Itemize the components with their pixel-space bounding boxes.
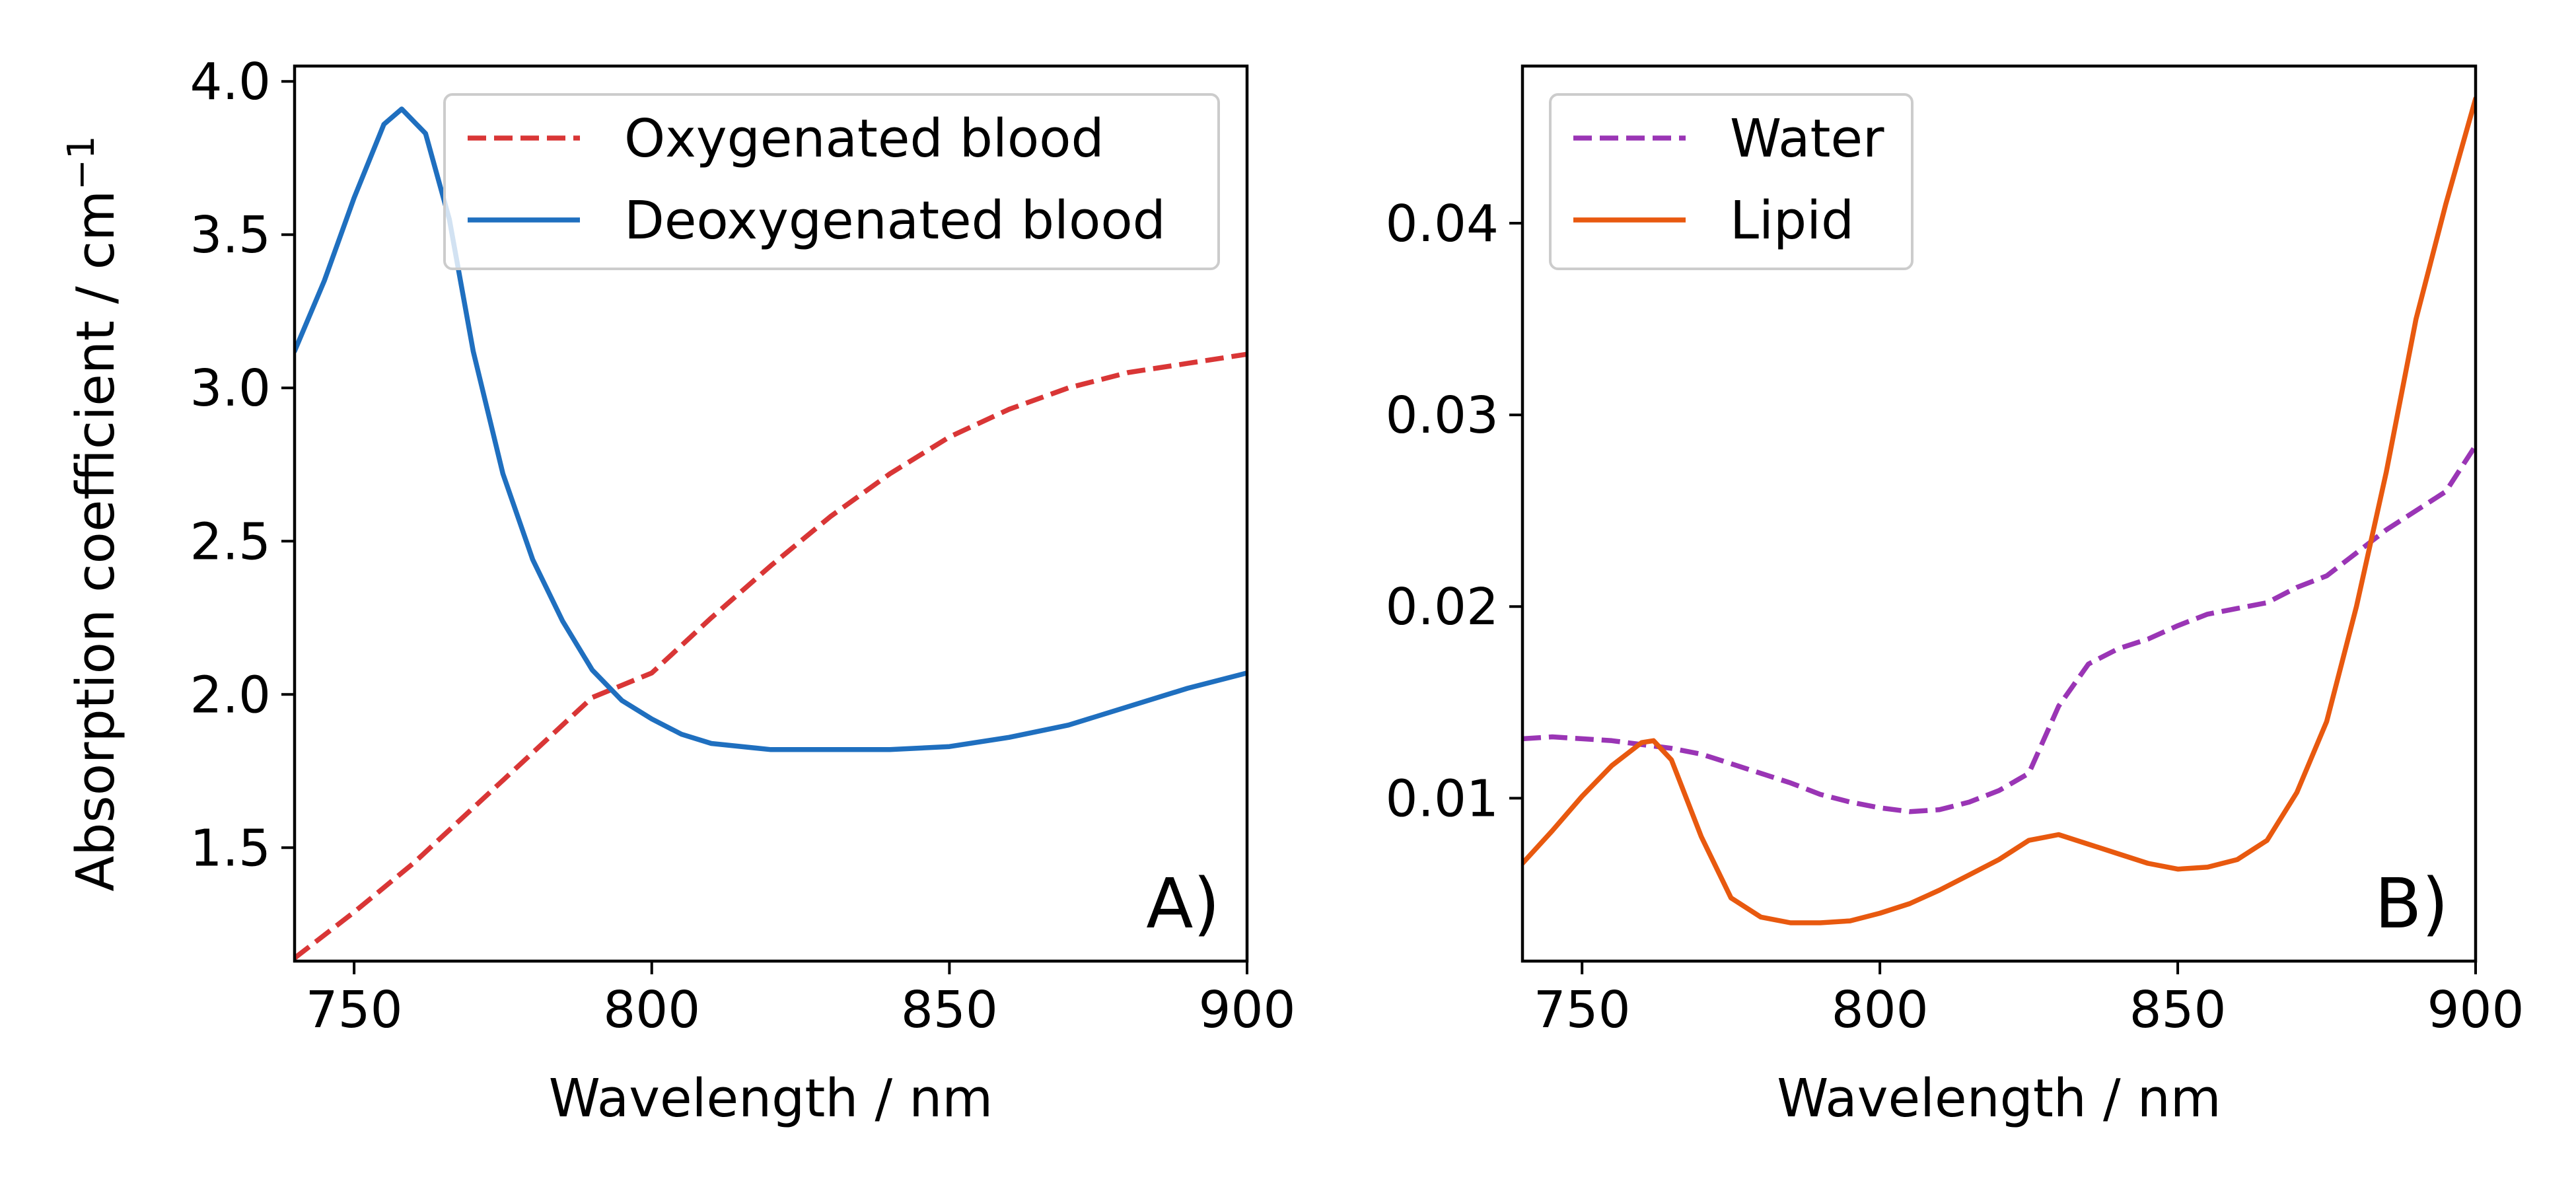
panel-a-y-axis-label: Absorption coefficient / cm−1 xyxy=(60,135,126,891)
panel-a-legend: Oxygenated blood Deoxygenated blood xyxy=(443,93,1220,270)
panel-b-chart: 750 800 850 900 0.01 0.02 0.03 0.04 Wavelength /… xyxy=(1386,64,2524,1129)
panel-b-legend: Water Lipid xyxy=(1549,93,1914,270)
panel-b-panel-tag: B) xyxy=(2375,863,2449,944)
panel-a-legend-box xyxy=(443,93,1220,270)
panel-a-y-tick-label: 3.0 xyxy=(190,359,271,418)
panel-a-x-tick-label: 900 xyxy=(1199,981,1296,1040)
panel-a-x-axis-label: Wavelength / nm xyxy=(549,1068,993,1129)
panel-a-y-tick-label: 1.5 xyxy=(190,819,271,878)
panel-a-y-tick-label: 2.0 xyxy=(190,666,271,725)
panel-b-x-tick-label: 850 xyxy=(2129,981,2227,1040)
panel-a-legend-label: Deoxygenated blood xyxy=(624,190,1166,251)
panel-a-y-axis-label-text: Absorption coefficient / cm xyxy=(65,190,126,892)
panel-a-x-tick-label: 800 xyxy=(603,981,700,1040)
panel-b-series-line-lipid xyxy=(1522,96,2476,925)
panel-b-y-tick-label: 0.02 xyxy=(1386,578,1499,637)
panel-b-series-line-water xyxy=(1522,444,2476,814)
panel-a-series-line-deoxygenated-blood xyxy=(295,106,1247,752)
panel-a-legend-label: Oxygenated blood xyxy=(624,108,1104,169)
panel-a-x-tick-label: 750 xyxy=(306,981,403,1040)
panel-b-x-tick-label: 750 xyxy=(1534,981,1631,1040)
panel-a-y-tick-label: 3.5 xyxy=(190,206,271,265)
panel-a-panel-tag: A) xyxy=(1146,863,1220,944)
panel-b-x-tick-label: 800 xyxy=(1832,981,1929,1040)
panel-b-y-tick-label: 0.04 xyxy=(1386,195,1499,254)
panel-a-series-line-oxygenated-blood xyxy=(295,351,1247,960)
panel-b-legend-label: Water xyxy=(1730,108,1884,169)
panel-a-plot-frame xyxy=(293,64,1249,963)
panel-b-y-tick-label: 0.03 xyxy=(1386,386,1499,445)
panel-b-plot-frame xyxy=(1521,64,2478,963)
panel-a-chart: 750 800 850 900 1.5 2.0 2.5 3.0 3.5 4.0 Wavelength… xyxy=(60,53,1295,1129)
panel-a-y-tick-label: 2.5 xyxy=(190,513,271,571)
panel-a-x-tick-label: 850 xyxy=(901,981,998,1040)
panel-b-y-tick-label: 0.01 xyxy=(1386,770,1499,828)
panel-a-y-axis-label-exponent: −1 xyxy=(60,135,103,190)
panel-b-x-tick-label: 900 xyxy=(2427,981,2524,1040)
panel-a-y-tick-label: 4.0 xyxy=(190,53,271,112)
panel-b-legend-label: Lipid xyxy=(1730,190,1854,251)
panel-b-x-axis-label: Wavelength / nm xyxy=(1777,1068,2221,1129)
